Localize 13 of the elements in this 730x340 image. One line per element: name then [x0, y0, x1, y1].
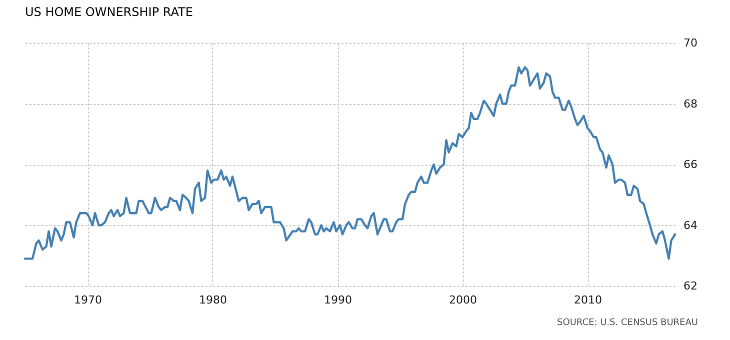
- y-tick-label: 70: [684, 36, 698, 50]
- x-tick-label: 2010: [574, 294, 602, 306]
- y-tick-label: 62: [684, 280, 698, 292]
- line-series: [24, 66, 676, 260]
- y-tick-label: 64: [684, 218, 698, 232]
- x-tick-label: 1970: [74, 294, 102, 306]
- x-tick-label: 1980: [199, 294, 227, 306]
- source-note: SOURCE: U.S. CENSUS BUREAU: [557, 318, 698, 328]
- x-tick-label: 1990: [324, 294, 352, 306]
- y-tick-label: 68: [684, 97, 698, 110]
- x-tick-label: 2000: [449, 294, 477, 306]
- y-tick-label: 66: [684, 158, 698, 171]
- chart-title: US HOME OWNERSHIP RATE: [25, 5, 193, 19]
